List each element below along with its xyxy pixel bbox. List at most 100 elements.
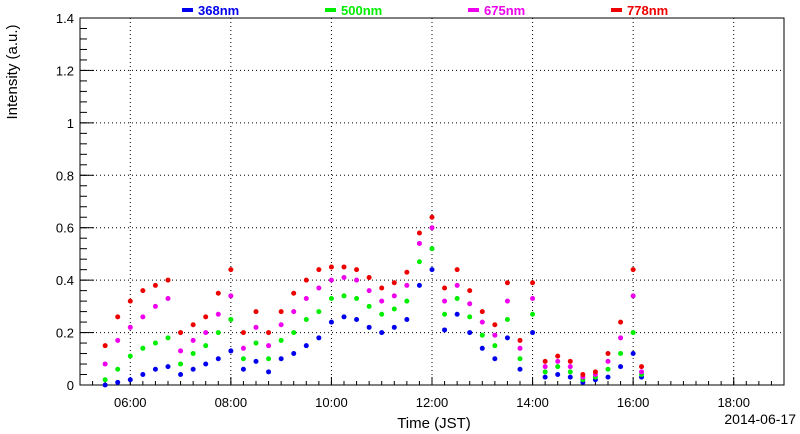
data-point	[517, 337, 523, 343]
data-point	[165, 335, 171, 341]
legend-label: 368nm	[198, 3, 239, 18]
data-point	[240, 366, 246, 372]
data-point	[605, 374, 611, 380]
data-point	[492, 332, 498, 338]
data-point	[253, 324, 259, 330]
data-point	[140, 288, 146, 294]
legend-marker	[611, 8, 622, 12]
data-point	[303, 316, 309, 322]
data-point	[190, 322, 196, 328]
legend-label: 675nm	[484, 3, 525, 18]
data-point	[266, 343, 272, 349]
data-point	[203, 343, 209, 349]
data-point	[530, 280, 536, 286]
data-point	[291, 290, 297, 296]
data-point	[215, 356, 221, 362]
series-500nm	[102, 246, 645, 383]
data-point	[605, 358, 611, 364]
data-point	[530, 311, 536, 317]
y-tick-label: 0	[67, 378, 74, 393]
data-point	[580, 372, 586, 378]
data-point	[639, 364, 645, 370]
data-point	[341, 293, 347, 299]
data-point	[115, 366, 121, 372]
data-point	[190, 366, 196, 372]
data-point	[567, 374, 573, 380]
data-point	[492, 322, 498, 328]
data-point	[127, 377, 133, 383]
x-tick-label: 16:00	[617, 395, 650, 410]
data-point	[253, 309, 259, 315]
data-point	[228, 293, 234, 299]
data-point	[140, 345, 146, 351]
data-point	[303, 343, 309, 349]
data-point	[152, 366, 158, 372]
data-point	[542, 374, 548, 380]
data-point	[316, 285, 322, 291]
data-point	[240, 345, 246, 351]
data-point	[479, 345, 485, 351]
data-point	[391, 324, 397, 330]
data-point	[618, 319, 624, 325]
data-point	[429, 246, 435, 252]
data-point	[354, 267, 360, 273]
data-point	[328, 295, 334, 301]
data-point	[639, 369, 645, 375]
data-point	[341, 264, 347, 270]
data-point	[542, 364, 548, 370]
data-point	[366, 275, 372, 281]
data-point	[127, 324, 133, 330]
data-point	[479, 309, 485, 315]
data-point	[203, 330, 209, 336]
data-point	[567, 364, 573, 370]
data-point	[278, 356, 284, 362]
data-point	[467, 301, 473, 307]
data-point	[504, 280, 510, 286]
data-point	[366, 303, 372, 309]
data-point	[316, 335, 322, 341]
data-point	[504, 298, 510, 304]
data-point	[454, 311, 460, 317]
data-point	[517, 366, 523, 372]
data-point	[341, 275, 347, 281]
x-tick-label: 18:00	[717, 395, 750, 410]
data-point	[630, 330, 636, 336]
data-point	[379, 330, 385, 336]
data-point	[442, 298, 448, 304]
data-point	[555, 372, 561, 378]
data-point	[316, 267, 322, 273]
data-point	[454, 282, 460, 288]
data-point	[442, 311, 448, 317]
data-point	[530, 295, 536, 301]
data-point	[567, 358, 573, 364]
x-tick-label: 10:00	[315, 395, 348, 410]
data-point	[266, 356, 272, 362]
data-point	[266, 369, 272, 375]
data-point	[391, 280, 397, 286]
y-tick-label: 0.4	[56, 273, 74, 288]
legend-marker	[182, 8, 193, 12]
data-point	[203, 361, 209, 367]
data-point	[504, 316, 510, 322]
data-point	[102, 361, 108, 367]
data-point	[152, 340, 158, 346]
data-point	[555, 353, 561, 359]
y-tick-labels: 0 0.2 0.4 0.6 0.8 1 1.2 1.4	[56, 11, 74, 393]
data-point	[592, 369, 598, 375]
data-point	[416, 230, 422, 236]
data-point	[479, 332, 485, 338]
data-point	[404, 298, 410, 304]
legend-marker	[325, 8, 336, 12]
date-label: 2014-06-17	[724, 411, 796, 427]
data-point	[178, 330, 184, 336]
x-tick-label: 06:00	[114, 395, 147, 410]
data-point	[542, 358, 548, 364]
data-point	[442, 327, 448, 333]
data-point	[379, 298, 385, 304]
data-point	[190, 351, 196, 357]
y-tick-label: 0.2	[56, 326, 74, 341]
data-point	[366, 288, 372, 294]
data-point	[404, 316, 410, 322]
data-point	[429, 267, 435, 273]
series-368nm	[102, 267, 645, 388]
